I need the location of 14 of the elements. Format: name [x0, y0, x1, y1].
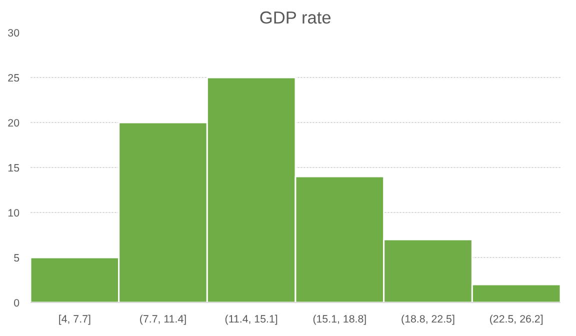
y-tick-label: 15 [8, 162, 20, 174]
y-tick-label: 20 [8, 118, 20, 130]
chart-title: GDP rate [259, 8, 332, 28]
y-tick-label: 5 [14, 252, 20, 264]
y-tick-label: 10 [8, 208, 20, 220]
x-tick-label: (11.4, 15.1] [224, 314, 278, 326]
y-tick-label: 25 [8, 72, 20, 84]
x-tick-label: (18.8, 22.5] [401, 314, 455, 326]
x-tick-label: [4, 7.7] [58, 314, 91, 326]
x-tick-label: (15.1, 18.8] [312, 314, 367, 326]
x-tick-label: (22.5, 26.2] [489, 314, 544, 326]
y-tick-label: 0 [14, 298, 20, 310]
x-tick-label: (7.7, 11.4] [139, 314, 187, 326]
y-tick-label: 30 [8, 28, 20, 40]
